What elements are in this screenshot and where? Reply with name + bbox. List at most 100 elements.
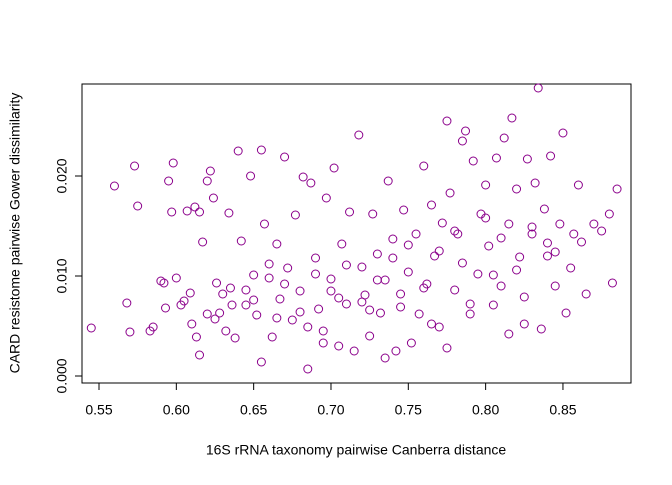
- point: [86, 323, 96, 333]
- point: [218, 289, 228, 299]
- point: [298, 172, 308, 182]
- point: [187, 319, 197, 329]
- y-tick-label: 0.000: [54, 358, 70, 393]
- point: [445, 188, 455, 198]
- point: [109, 181, 119, 191]
- point: [280, 279, 290, 289]
- x-tick-label: 0.70: [317, 402, 344, 418]
- point: [345, 207, 355, 217]
- point: [318, 326, 328, 336]
- point: [396, 289, 406, 299]
- point: [504, 219, 514, 229]
- point: [349, 346, 359, 356]
- point: [457, 258, 467, 268]
- point: [202, 176, 212, 186]
- point: [512, 265, 522, 275]
- point: [491, 153, 501, 163]
- point: [453, 229, 463, 239]
- point: [427, 200, 437, 210]
- point: [191, 332, 201, 342]
- point: [275, 294, 285, 304]
- point: [527, 229, 537, 239]
- point: [198, 237, 208, 247]
- point: [515, 252, 525, 262]
- x-tick-label: 0.65: [240, 402, 267, 418]
- point: [414, 309, 424, 319]
- point: [185, 288, 195, 298]
- point: [442, 343, 452, 353]
- point: [225, 283, 235, 293]
- point: [122, 298, 132, 308]
- point: [295, 307, 305, 317]
- point: [427, 319, 437, 329]
- point: [249, 270, 259, 280]
- point: [573, 180, 583, 190]
- y-tick-label: 0.020: [54, 158, 70, 193]
- point: [233, 146, 243, 156]
- point: [202, 309, 212, 319]
- point: [450, 285, 460, 295]
- point: [527, 222, 537, 232]
- point: [555, 219, 565, 229]
- point: [311, 269, 321, 279]
- x-axis-label: 16S rRNA taxonomy pairwise Canberra dist…: [206, 442, 507, 458]
- x-tick-label: 0.75: [395, 402, 422, 418]
- point: [215, 308, 225, 318]
- point: [365, 331, 375, 341]
- point: [604, 209, 614, 219]
- point: [164, 176, 174, 186]
- point: [465, 299, 475, 309]
- point: [167, 207, 177, 217]
- point: [341, 260, 351, 270]
- point: [473, 269, 483, 279]
- point: [318, 338, 328, 348]
- point: [290, 210, 300, 220]
- point: [221, 326, 231, 336]
- point: [396, 302, 406, 312]
- point: [246, 171, 256, 181]
- point: [321, 193, 331, 203]
- point: [212, 278, 222, 288]
- point: [372, 249, 382, 259]
- point: [581, 289, 591, 299]
- point: [388, 253, 398, 263]
- point: [195, 350, 205, 360]
- point: [550, 247, 560, 257]
- point: [227, 300, 237, 310]
- point: [519, 319, 529, 329]
- point: [383, 176, 393, 186]
- point: [542, 238, 552, 248]
- point: [542, 251, 552, 261]
- point: [148, 322, 158, 332]
- point: [481, 180, 491, 190]
- point: [210, 314, 220, 324]
- point: [256, 357, 266, 367]
- point: [130, 161, 140, 171]
- point: [488, 300, 498, 310]
- point: [256, 145, 266, 155]
- point: [272, 313, 282, 323]
- point: [468, 156, 478, 166]
- point: [437, 218, 447, 228]
- point: [326, 286, 336, 296]
- point: [607, 278, 617, 288]
- point: [272, 239, 282, 249]
- point: [365, 305, 375, 315]
- point: [450, 226, 460, 236]
- point: [264, 273, 274, 283]
- point: [171, 273, 181, 283]
- point: [125, 327, 135, 337]
- point: [612, 184, 622, 194]
- point: [314, 304, 324, 314]
- point: [252, 310, 262, 320]
- point: [496, 281, 506, 291]
- point: [403, 267, 413, 277]
- point: [522, 154, 532, 164]
- point: [195, 207, 205, 217]
- point: [561, 308, 571, 318]
- point: [205, 166, 215, 176]
- point: [403, 240, 413, 250]
- point: [161, 303, 171, 313]
- point: [341, 299, 351, 309]
- point: [295, 286, 305, 296]
